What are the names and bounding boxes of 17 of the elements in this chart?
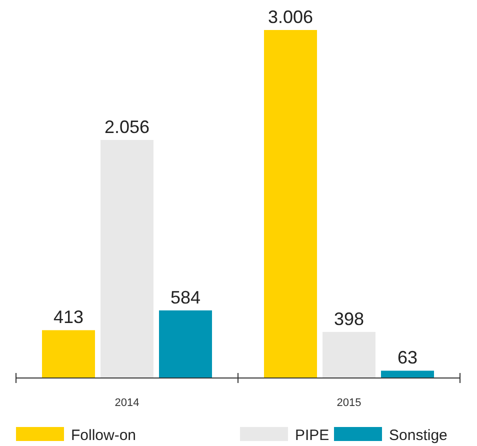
bar xyxy=(42,330,95,378)
data-label: 413 xyxy=(53,307,84,328)
bar xyxy=(100,140,154,378)
legend-label: Follow-on xyxy=(71,427,136,444)
data-label: 3.006 xyxy=(268,7,314,27)
data-label: 584 xyxy=(170,287,201,308)
bar xyxy=(381,370,434,378)
bar xyxy=(264,30,317,378)
legend-label: Sonstige xyxy=(389,427,448,444)
legend-label: PIPE xyxy=(295,427,330,444)
x-tick-label: 2014 xyxy=(114,397,140,409)
data-label: 63 xyxy=(397,348,418,368)
bar xyxy=(159,310,212,378)
data-label: 2.056 xyxy=(104,116,150,137)
data-label: 398 xyxy=(334,308,364,329)
bar xyxy=(322,332,376,378)
x-tick-label: 2015 xyxy=(336,397,362,409)
